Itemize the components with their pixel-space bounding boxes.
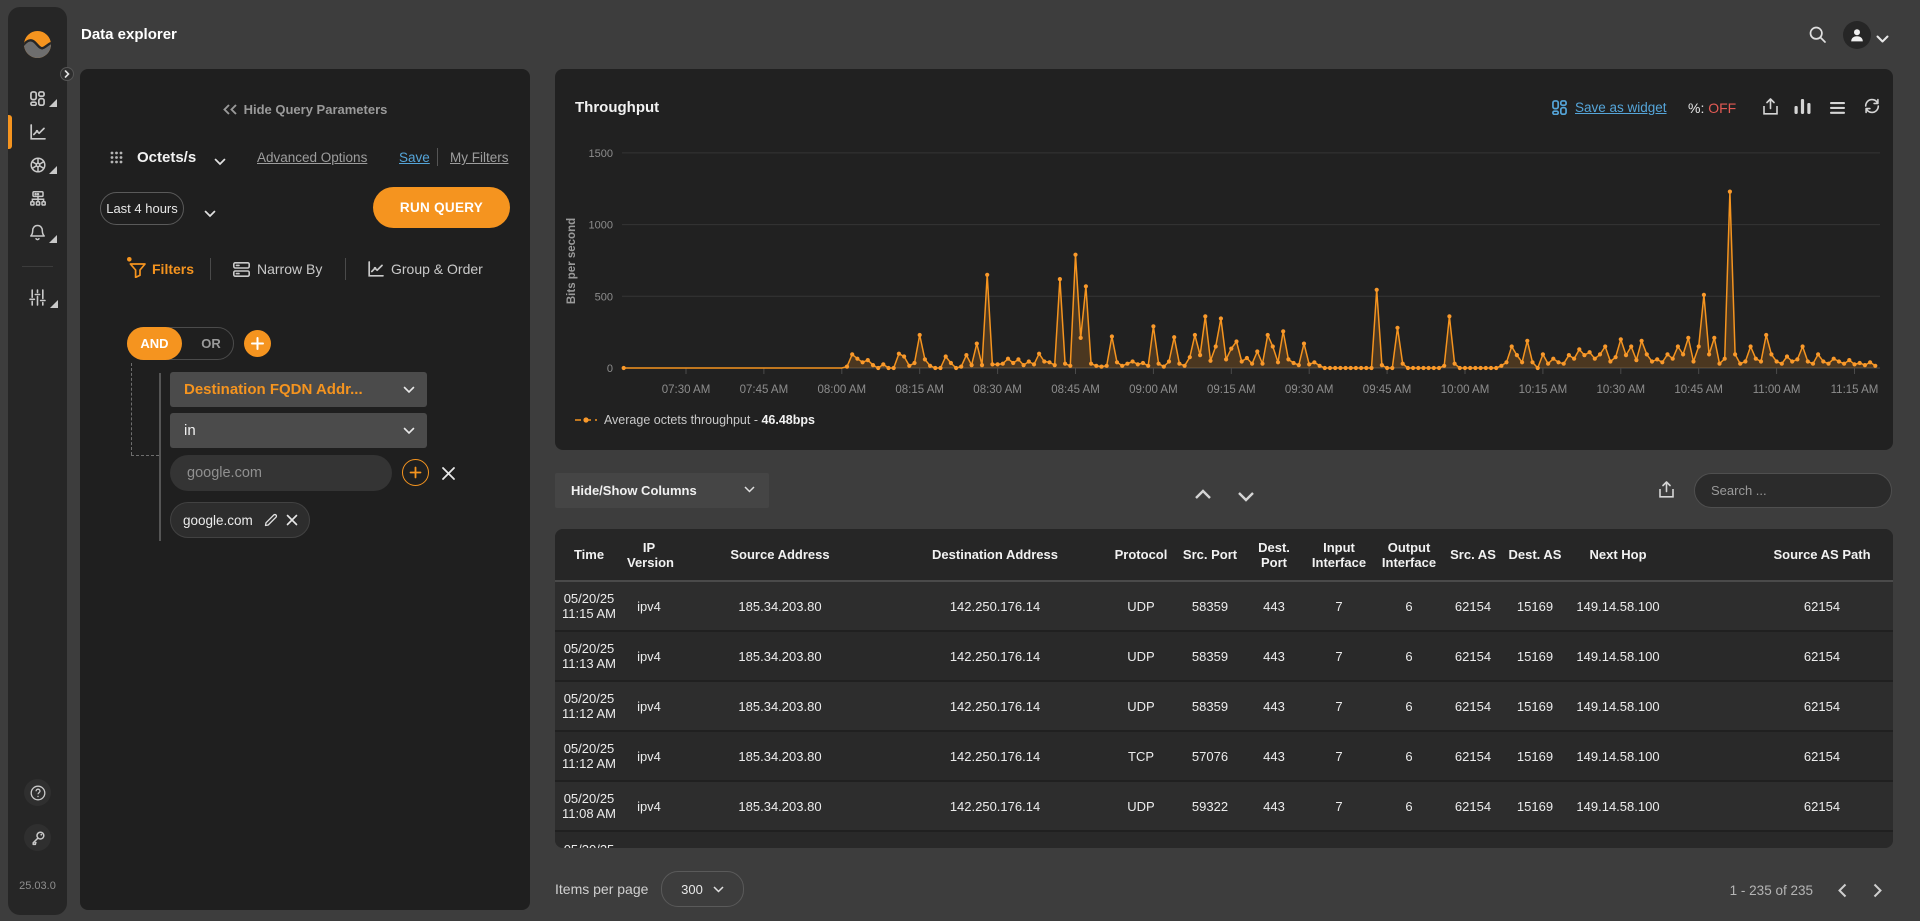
svg-text:09:45 AM: 09:45 AM bbox=[1363, 384, 1412, 396]
svg-text:09:15 AM: 09:15 AM bbox=[1207, 384, 1256, 396]
svg-text:500: 500 bbox=[595, 291, 613, 303]
svg-text:10:45 AM: 10:45 AM bbox=[1674, 384, 1723, 396]
svg-text:11:15 AM: 11:15 AM bbox=[1831, 384, 1879, 396]
svg-text:08:45 AM: 08:45 AM bbox=[1051, 384, 1100, 396]
svg-text:1000: 1000 bbox=[589, 220, 613, 232]
svg-text:07:45 AM: 07:45 AM bbox=[740, 384, 789, 396]
svg-text:08:00 AM: 08:00 AM bbox=[818, 384, 867, 396]
svg-text:10:15 AM: 10:15 AM bbox=[1519, 384, 1568, 396]
svg-text:0: 0 bbox=[607, 363, 613, 375]
svg-text:08:30 AM: 08:30 AM bbox=[973, 384, 1022, 396]
svg-text:11:00 AM: 11:00 AM bbox=[1753, 384, 1801, 396]
svg-text:08:15 AM: 08:15 AM bbox=[895, 384, 944, 396]
svg-text:Bits per second: Bits per second bbox=[566, 218, 578, 304]
svg-text:10:30 AM: 10:30 AM bbox=[1597, 384, 1646, 396]
svg-text:07:30 AM: 07:30 AM bbox=[662, 384, 711, 396]
svg-text:09:00 AM: 09:00 AM bbox=[1129, 384, 1178, 396]
svg-text:10:00 AM: 10:00 AM bbox=[1441, 384, 1490, 396]
svg-text:1500: 1500 bbox=[589, 148, 613, 160]
svg-text:09:30 AM: 09:30 AM bbox=[1285, 384, 1334, 396]
